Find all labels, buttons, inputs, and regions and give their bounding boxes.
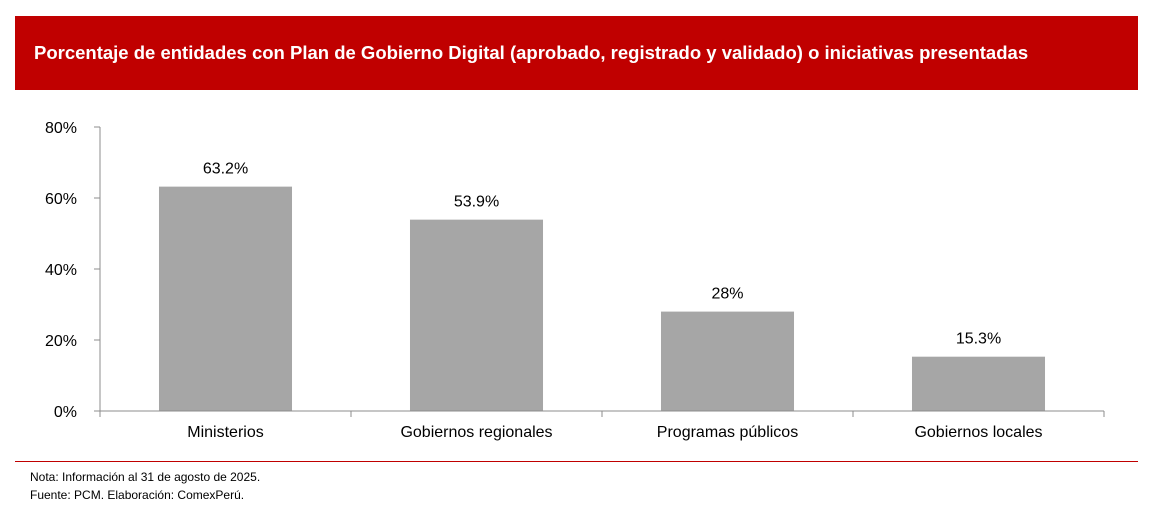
y-tick-label: 60% (45, 191, 77, 208)
y-tick-label: 80% (45, 120, 77, 137)
bars: 63.2% 53.9% 28% 15.3% (158, 161, 1046, 411)
bar (660, 311, 795, 411)
data-label: 53.9% (454, 194, 499, 211)
data-label: 28% (711, 286, 743, 303)
data-label: 63.2% (203, 161, 248, 178)
category-label: Programas públicos (657, 424, 798, 441)
category-label: Gobiernos locales (914, 424, 1042, 441)
data-label: 15.3% (956, 331, 1001, 348)
category-label: Ministerios (187, 424, 263, 441)
category-label: Gobiernos regionales (400, 424, 552, 441)
x-axis: Ministerios Gobiernos regionales Programas… (99, 410, 1105, 441)
source-text: Fuente: PCM. Elaboración: ComexPerú. (30, 488, 245, 502)
y-tick-label: 0% (54, 404, 77, 421)
y-tick-label: 20% (45, 333, 77, 350)
bar (409, 219, 544, 411)
footer-divider (15, 461, 1138, 462)
chart-title: Porcentaje de entidades con Plan de Gobi… (34, 42, 1029, 63)
y-axis: 0% 20% 40% 60% 80% (45, 120, 101, 421)
bar (911, 356, 1046, 411)
bar (158, 186, 293, 411)
y-tick-label: 40% (45, 262, 77, 279)
chart-title-banner: Porcentaje de entidades con Plan de Gobi… (15, 16, 1138, 90)
footnote-text: Nota: Información al 31 de agosto de 202… (30, 470, 261, 484)
bar-chart: 0% 20% 40% 60% 80% 63.2% 53.9% 28% 15.3% Minist… (45, 120, 1105, 441)
